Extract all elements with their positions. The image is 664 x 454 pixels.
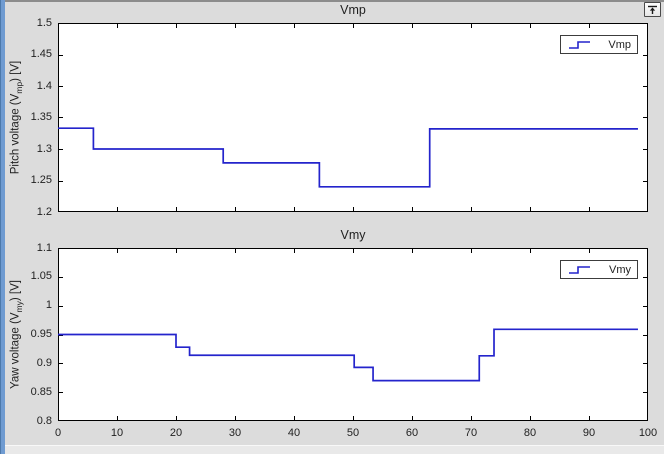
legend-label: Vmy xyxy=(609,263,631,276)
y-tick-label: 1.3 xyxy=(36,142,52,155)
x-tick-label: 60 xyxy=(405,427,419,439)
data-series-line xyxy=(58,328,638,382)
plot-area-vmy[interactable] xyxy=(58,248,648,421)
window-top-edge xyxy=(0,0,664,2)
x-tick-label: 50 xyxy=(346,427,360,439)
y-tick-label: 1.45 xyxy=(30,48,52,60)
x-tick-label: 10 xyxy=(110,427,124,439)
x-tick-label: 100 xyxy=(638,427,658,439)
ylabel-text: Pitch voltage (V xyxy=(9,93,22,175)
x-tick-label: 80 xyxy=(523,427,537,439)
step-line-glyph xyxy=(569,41,590,49)
y-tick-label: 1.5 xyxy=(36,16,52,29)
x-tick-label: 0 xyxy=(54,427,62,439)
y-tick-label: 1.2 xyxy=(36,205,52,218)
axes-box xyxy=(58,23,648,212)
plot-area-vmp[interactable] xyxy=(58,23,648,212)
data-series-line xyxy=(58,127,638,188)
y-tick-label: 0.8 xyxy=(36,414,52,427)
y-tick-label: 0.85 xyxy=(30,385,52,398)
legend-vmp[interactable]: Vmp xyxy=(560,35,638,54)
dock-figure-button[interactable] xyxy=(644,2,661,17)
y-tick-label: 1.4 xyxy=(36,79,52,92)
y-tick-label: 0.9 xyxy=(36,356,52,369)
x-tick-label: 20 xyxy=(169,427,183,439)
y-tick-label: 1.25 xyxy=(30,174,52,186)
x-tick-label: 40 xyxy=(287,427,301,439)
window-bottom-edge xyxy=(5,445,664,454)
window-left-border xyxy=(0,0,5,454)
x-tick-label: 70 xyxy=(464,427,478,439)
y-tick-label: 0.95 xyxy=(30,328,52,340)
chart-title-vmy: Vmy xyxy=(340,228,366,242)
chart-title-vmp: Vmp xyxy=(340,3,366,17)
y-tick-label: 1.35 xyxy=(30,111,52,123)
dock-arrow-up-icon xyxy=(648,5,657,14)
x-tick-label: 90 xyxy=(582,427,596,439)
step-line-glyph xyxy=(569,266,590,274)
legend-label: Vmp xyxy=(608,38,631,51)
y-tick-label: 1.1 xyxy=(36,241,52,254)
y-tick-label: 1 xyxy=(45,299,52,312)
x-tick-label: 30 xyxy=(228,427,242,439)
y-tick-label: 1.05 xyxy=(30,270,52,283)
legend-vmy[interactable]: Vmy xyxy=(560,260,638,279)
ylabel-text: Yaw voltage (V xyxy=(9,312,22,389)
